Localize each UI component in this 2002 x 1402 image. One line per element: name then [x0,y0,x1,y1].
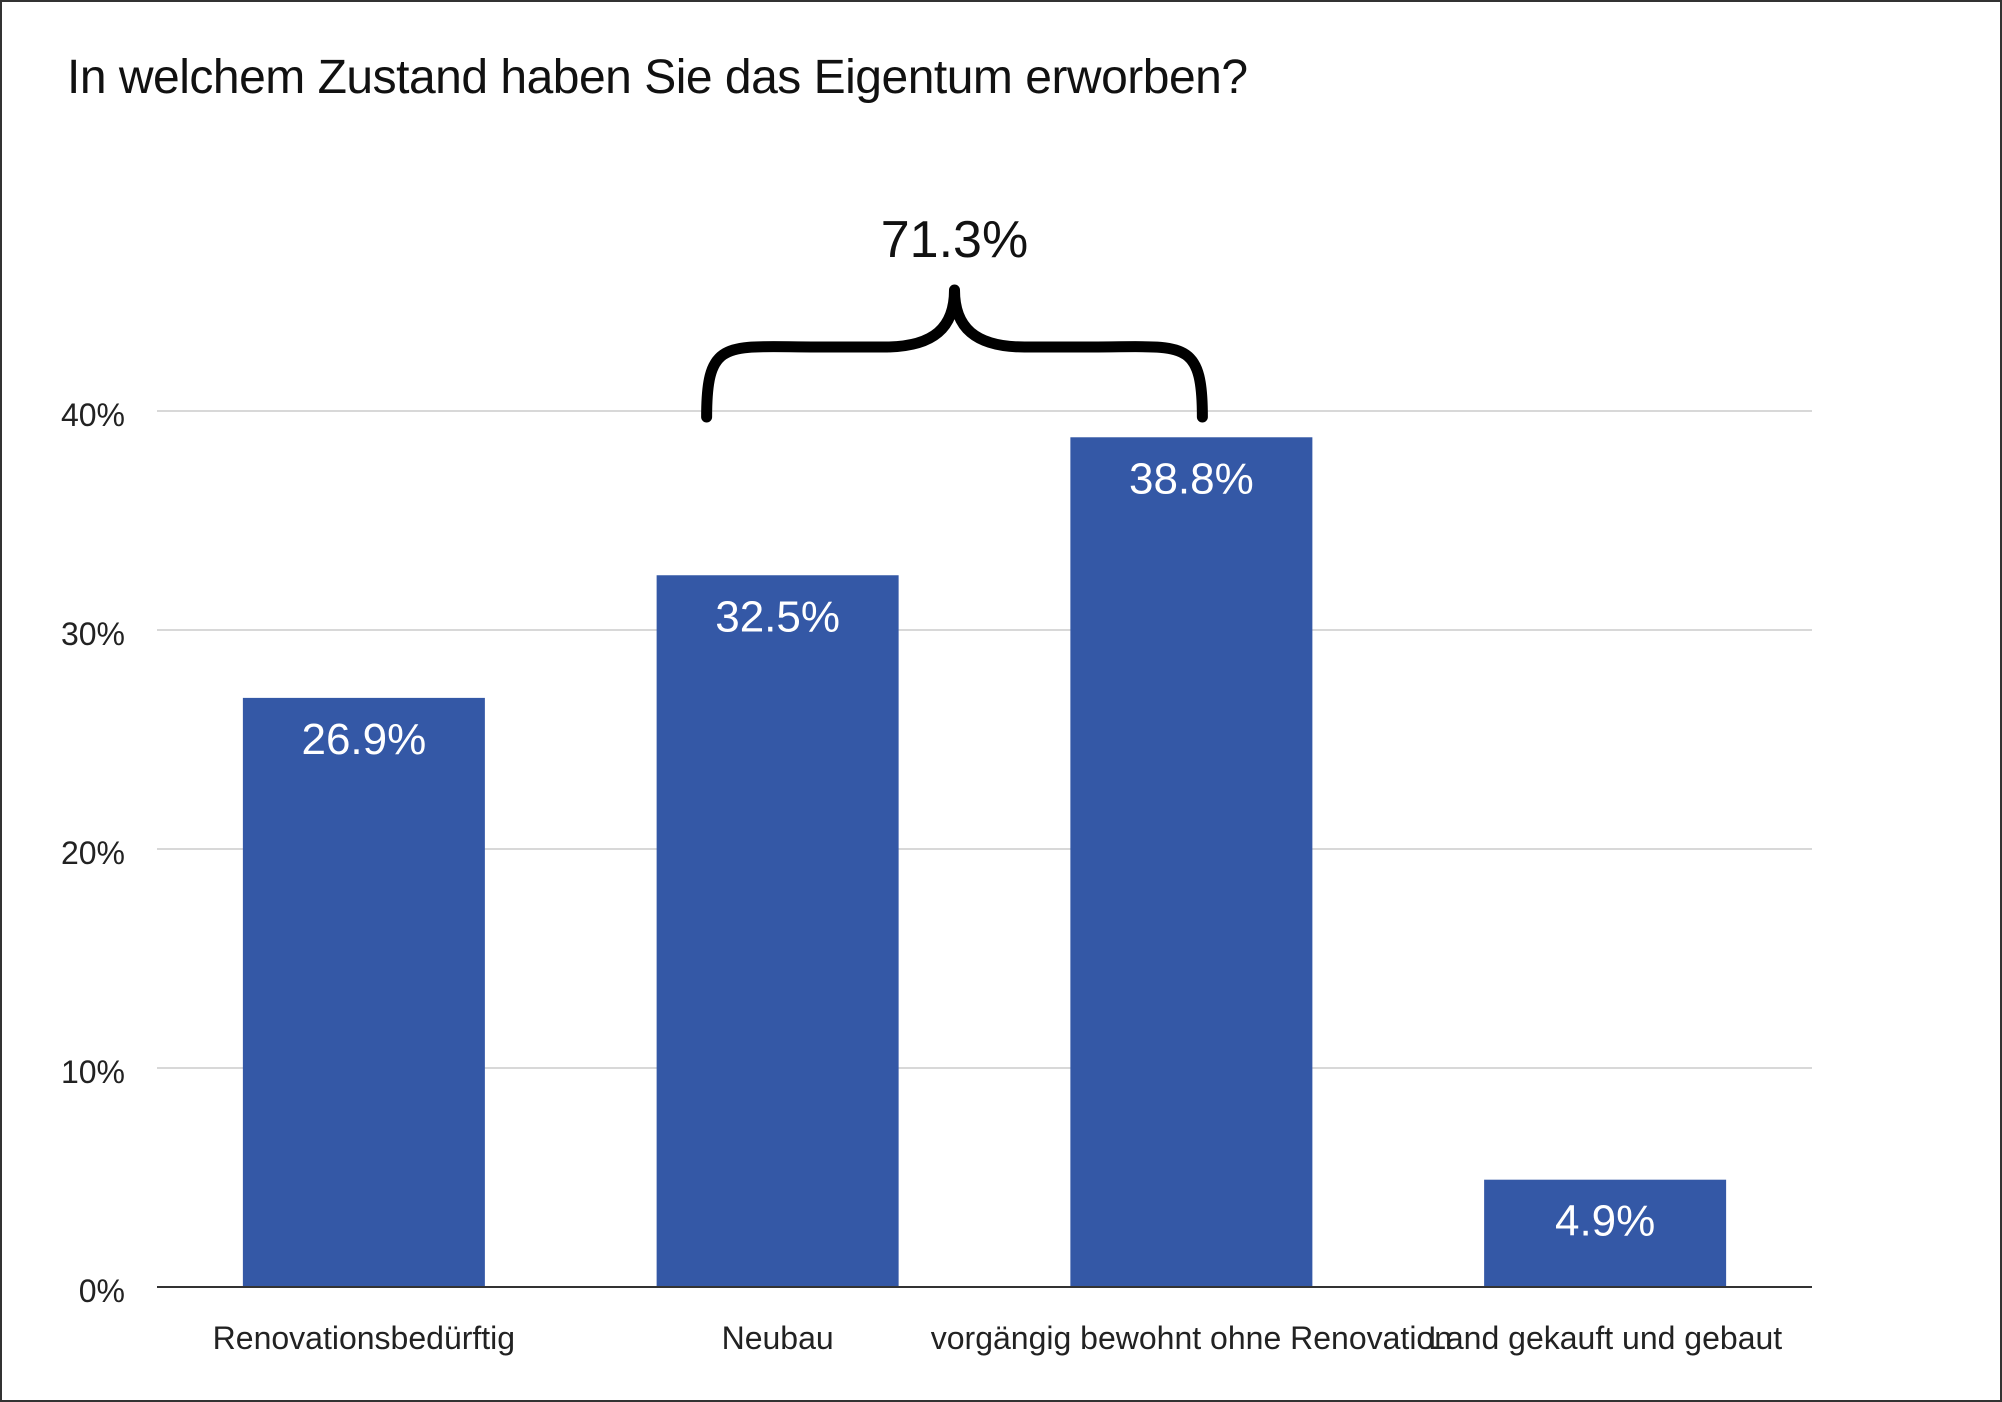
labels: 0% 10% 20% 30% 40% 26.9% Renovationsbedürftig 3… [61,397,1782,1356]
category-label: Neubau [722,1320,834,1356]
bar-value-label: 26.9% [301,715,426,764]
bar-value-label: 32.5% [715,592,840,641]
chart-title: In welchem Zustand haben Sie das Eigentu… [67,51,1248,104]
category-label: vorgängig bewohnt ohne Renovation [931,1320,1452,1356]
y-tick-label: 10% [61,1054,125,1090]
bar [242,697,485,1287]
brace-total-label: 71.3% [881,211,1028,269]
category-label: Renovationsbedürftig [213,1320,515,1356]
annotation: 71.3% [701,211,1208,423]
brace-annotation [701,284,1208,423]
y-tick-label: 0% [79,1273,125,1309]
bar-value-label: 4.9% [1555,1197,1655,1246]
bar [1484,1179,1727,1287]
bar [656,575,899,1287]
bar-value-label: 38.8% [1129,454,1254,503]
y-tick-label: 40% [61,397,125,433]
bars [242,437,1727,1287]
category-label: Land gekauft und gebaut [1428,1320,1782,1356]
y-tick-label: 30% [61,616,125,652]
bar [1070,437,1313,1287]
y-tick-label: 20% [61,835,125,871]
